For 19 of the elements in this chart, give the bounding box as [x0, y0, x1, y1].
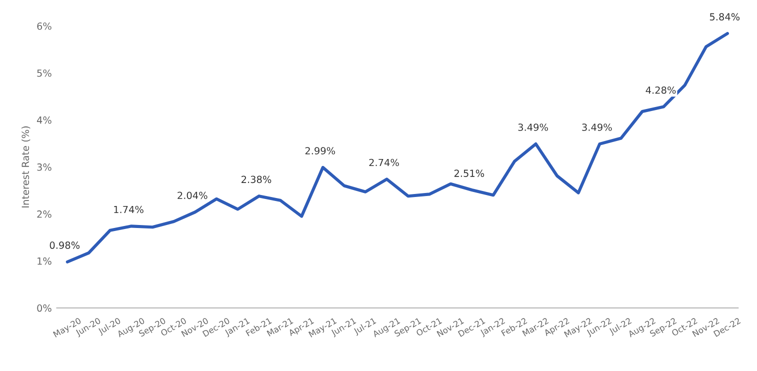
data-label: 4.28%	[646, 86, 676, 94]
data-label: 1.74%	[114, 206, 144, 214]
y-tick-label: 0%	[37, 304, 52, 312]
data-label: 2.51%	[454, 170, 484, 177]
data-label: 2.99%	[305, 147, 336, 154]
data-label: 3.49%	[582, 124, 612, 131]
data-label: 3.49%	[518, 124, 548, 131]
data-label: 2.04%	[178, 192, 208, 200]
y-tick-label: 3%	[37, 163, 52, 171]
data-label: 0.98%	[50, 242, 80, 249]
data-label: 2.74%	[369, 158, 399, 166]
data-label: 2.38%	[242, 176, 272, 184]
y-tick-label: 4%	[36, 116, 52, 124]
y-tick-label: 1%	[38, 257, 52, 265]
y-tick-label: 2%	[37, 210, 52, 218]
data-label: 5.84%	[710, 13, 740, 20]
y-axis-title: Interest Rate (%)	[22, 126, 30, 208]
y-tick-label: 5%	[37, 69, 52, 77]
y-tick-label: 6%	[37, 22, 52, 30]
